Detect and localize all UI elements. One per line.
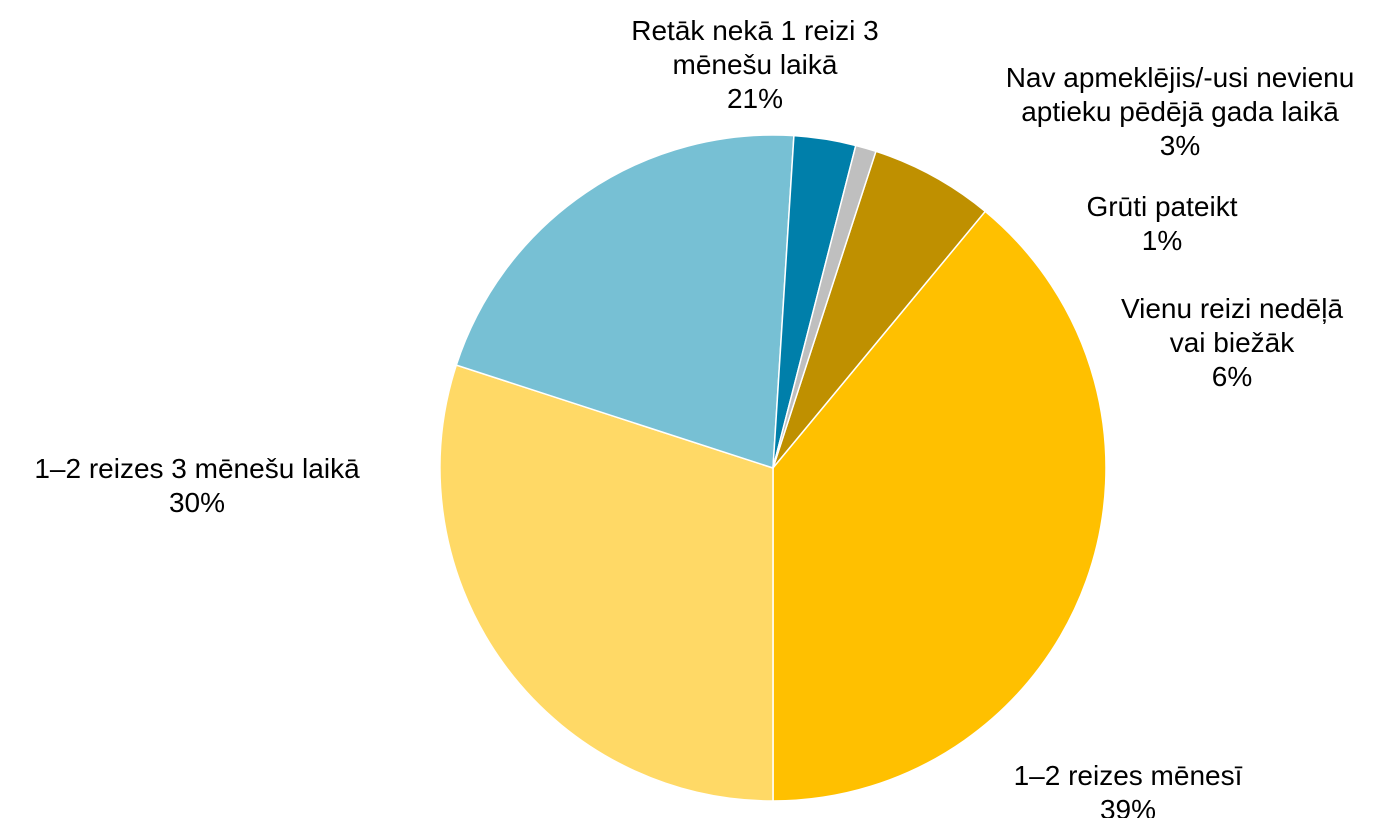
slice-category-label: 1–2 reizes 3 mēnešu laikā	[34, 453, 360, 484]
pie-slices	[439, 134, 1107, 802]
slice-label: 1–2 reizes mēnesī 39%	[1014, 760, 1243, 818]
slice-category-label: Grūti pateikt	[1087, 191, 1238, 222]
slice-category-label: vai biežāk	[1170, 327, 1296, 358]
pie-slice	[772, 210, 1107, 802]
slice-category-label: 1–2 reizes mēnesī	[1014, 760, 1243, 791]
slice-value-label: 39%	[1100, 794, 1156, 818]
pie-slice	[439, 364, 774, 802]
pie-slice	[772, 144, 877, 469]
slice-label: 1–2 reizes 3 mēnešu laikā 30%	[34, 453, 360, 518]
slice-value-label: 21%	[727, 83, 783, 114]
slice-category-label: Retāk nekā 1 reizi 3	[631, 15, 878, 46]
pie-labels: Vienu reizi nedēļā vai biežāk 6% 1–2 reizes…	[34, 15, 1354, 818]
slice-category-label: aptieku pēdējā gada laikā	[1021, 96, 1339, 127]
slice-value-label: 3%	[1160, 130, 1200, 161]
slice-category-label: Nav apmeklējis/-usi nevienu	[1006, 62, 1355, 93]
slice-category-label: Vienu reizi nedēļā	[1121, 293, 1344, 324]
pie-slice	[772, 150, 987, 469]
slice-label: Nav apmeklējis/-usi nevienu aptieku pēdēj…	[1006, 62, 1355, 161]
slice-value-label: 1%	[1142, 225, 1182, 256]
slice-label: Grūti pateikt 1%	[1087, 191, 1238, 256]
slice-value-label: 6%	[1212, 361, 1252, 392]
slice-category-label: mēnešu laikā	[673, 49, 838, 80]
slice-value-label: 30%	[169, 487, 225, 518]
slice-label: Vienu reizi nedēļā vai biežāk 6%	[1121, 293, 1344, 392]
slice-label: Retāk nekā 1 reizi 3 mēnešu laikā 21%	[631, 15, 878, 114]
pie-slice	[455, 134, 795, 470]
